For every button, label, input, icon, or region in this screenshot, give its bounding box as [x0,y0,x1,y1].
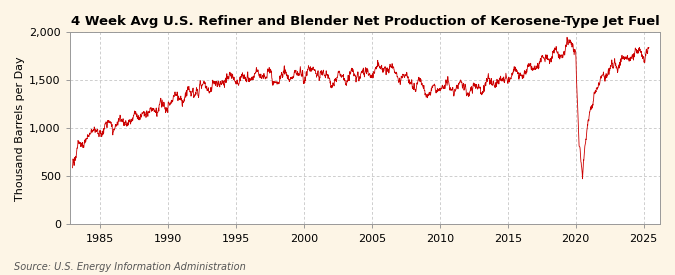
Text: Source: U.S. Energy Information Administration: Source: U.S. Energy Information Administ… [14,262,245,272]
Y-axis label: Thousand Barrels per Day: Thousand Barrels per Day [15,56,25,200]
Title: 4 Week Avg U.S. Refiner and Blender Net Production of Kerosene-Type Jet Fuel: 4 Week Avg U.S. Refiner and Blender Net … [70,15,659,28]
